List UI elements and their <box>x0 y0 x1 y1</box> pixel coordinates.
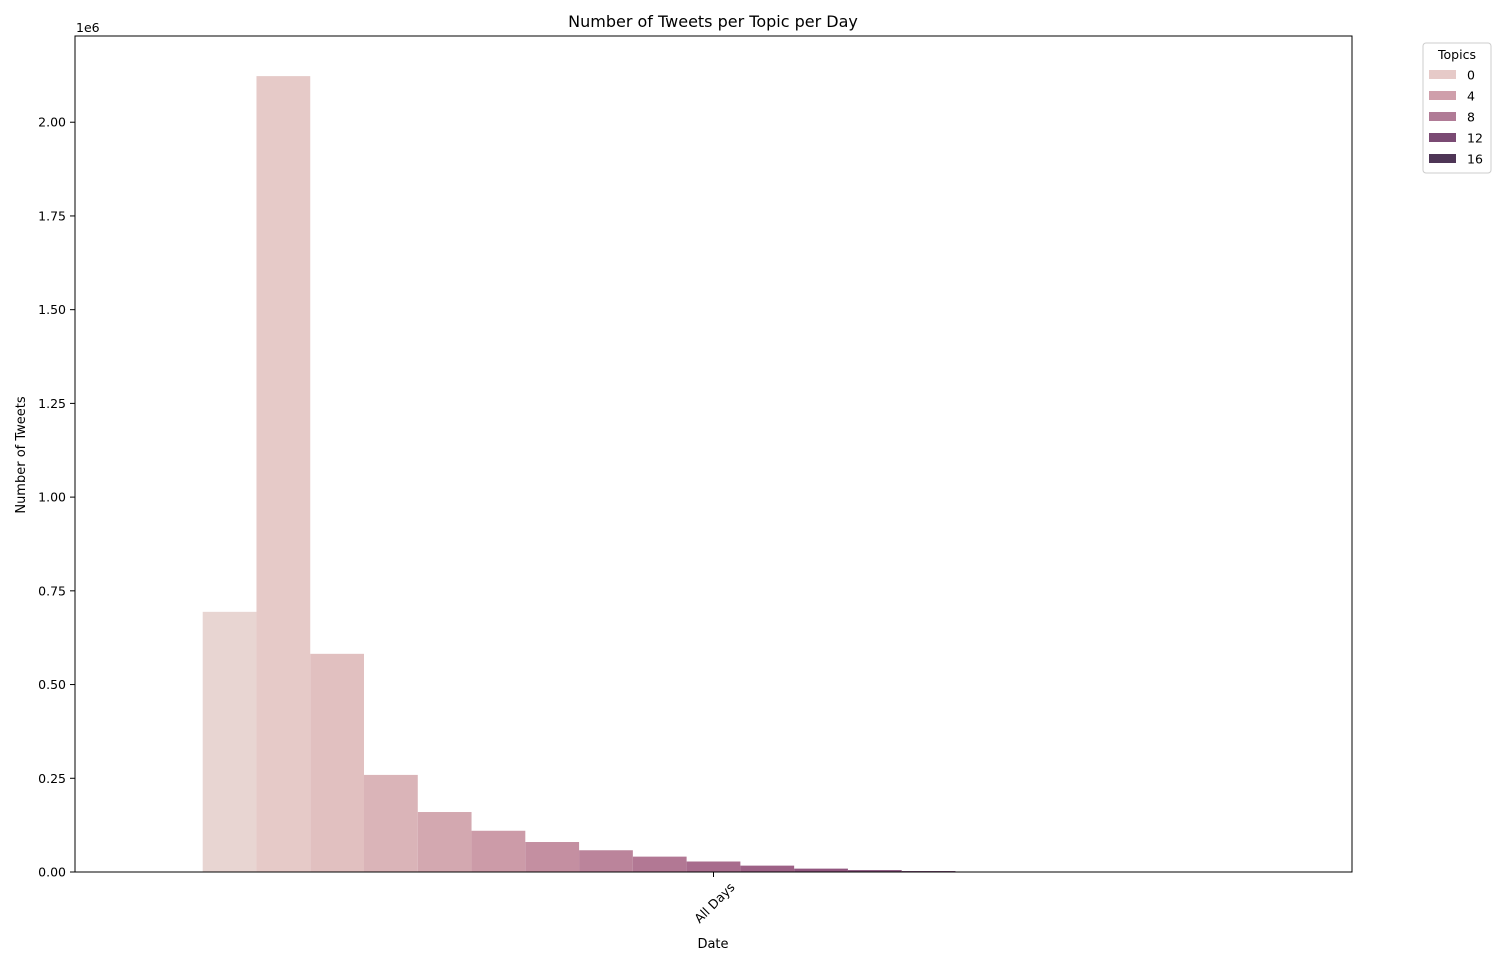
bar-topic-1 <box>256 76 311 872</box>
bars <box>202 76 1225 872</box>
legend-label-0: 0 <box>1467 68 1475 83</box>
bar-topic-6 <box>525 842 580 872</box>
bar-topic-12 <box>847 870 902 872</box>
y-axis-label: Number of Tweets <box>14 396 29 514</box>
legend-swatch-0 <box>1429 70 1456 79</box>
legend-label-12: 12 <box>1467 131 1483 146</box>
bar-topic-7 <box>579 850 633 872</box>
y-tick-label: 0.00 <box>38 865 66 880</box>
bar-topic-5 <box>471 830 526 872</box>
x-axis-label: Date <box>697 937 728 952</box>
legend-swatch-4 <box>1429 91 1456 100</box>
bar-topic-8 <box>632 856 687 872</box>
y-axis-multiplier: 1e6 <box>76 20 100 35</box>
bar-topic-9 <box>686 861 741 872</box>
plot-frame <box>74 35 1353 873</box>
y-tick-label: 1.75 <box>38 208 66 223</box>
bar-topic-2 <box>310 653 365 872</box>
y-tick-label: 1.25 <box>38 396 66 411</box>
bar-topic-3 <box>364 774 418 872</box>
bar-topic-11 <box>794 868 848 872</box>
chart-title: Number of Tweets per Topic per Day <box>568 12 858 31</box>
y-axis-ticks: 0.00 0.25 0.50 0.75 1.00 1.25 1.50 1.75 2.00 <box>38 115 75 880</box>
legend-label-4: 4 <box>1467 89 1475 104</box>
y-tick-label: 1.00 <box>38 490 66 505</box>
y-tick-label: 1.50 <box>38 302 66 317</box>
y-tick-label: 2.00 <box>38 115 66 130</box>
legend-label-8: 8 <box>1467 110 1475 125</box>
legend-label-16: 16 <box>1467 152 1483 167</box>
bar-topic-0 <box>202 611 257 872</box>
x-tick-label: All Days <box>691 880 737 926</box>
legend-swatch-8 <box>1429 112 1456 121</box>
legend-title: Topics <box>1437 47 1476 62</box>
bar-topic-10 <box>740 865 795 872</box>
legend-swatch-16 <box>1429 154 1456 163</box>
y-tick-label: 0.50 <box>38 677 66 692</box>
x-axis-ticks: All Days <box>691 872 738 926</box>
legend-swatch-12 <box>1429 133 1456 142</box>
bar-topic-4 <box>417 812 472 872</box>
y-tick-label: 0.75 <box>38 583 66 598</box>
y-tick-label: 0.25 <box>38 771 66 786</box>
legend: Topics 0 4 8 12 16 <box>1422 42 1492 174</box>
